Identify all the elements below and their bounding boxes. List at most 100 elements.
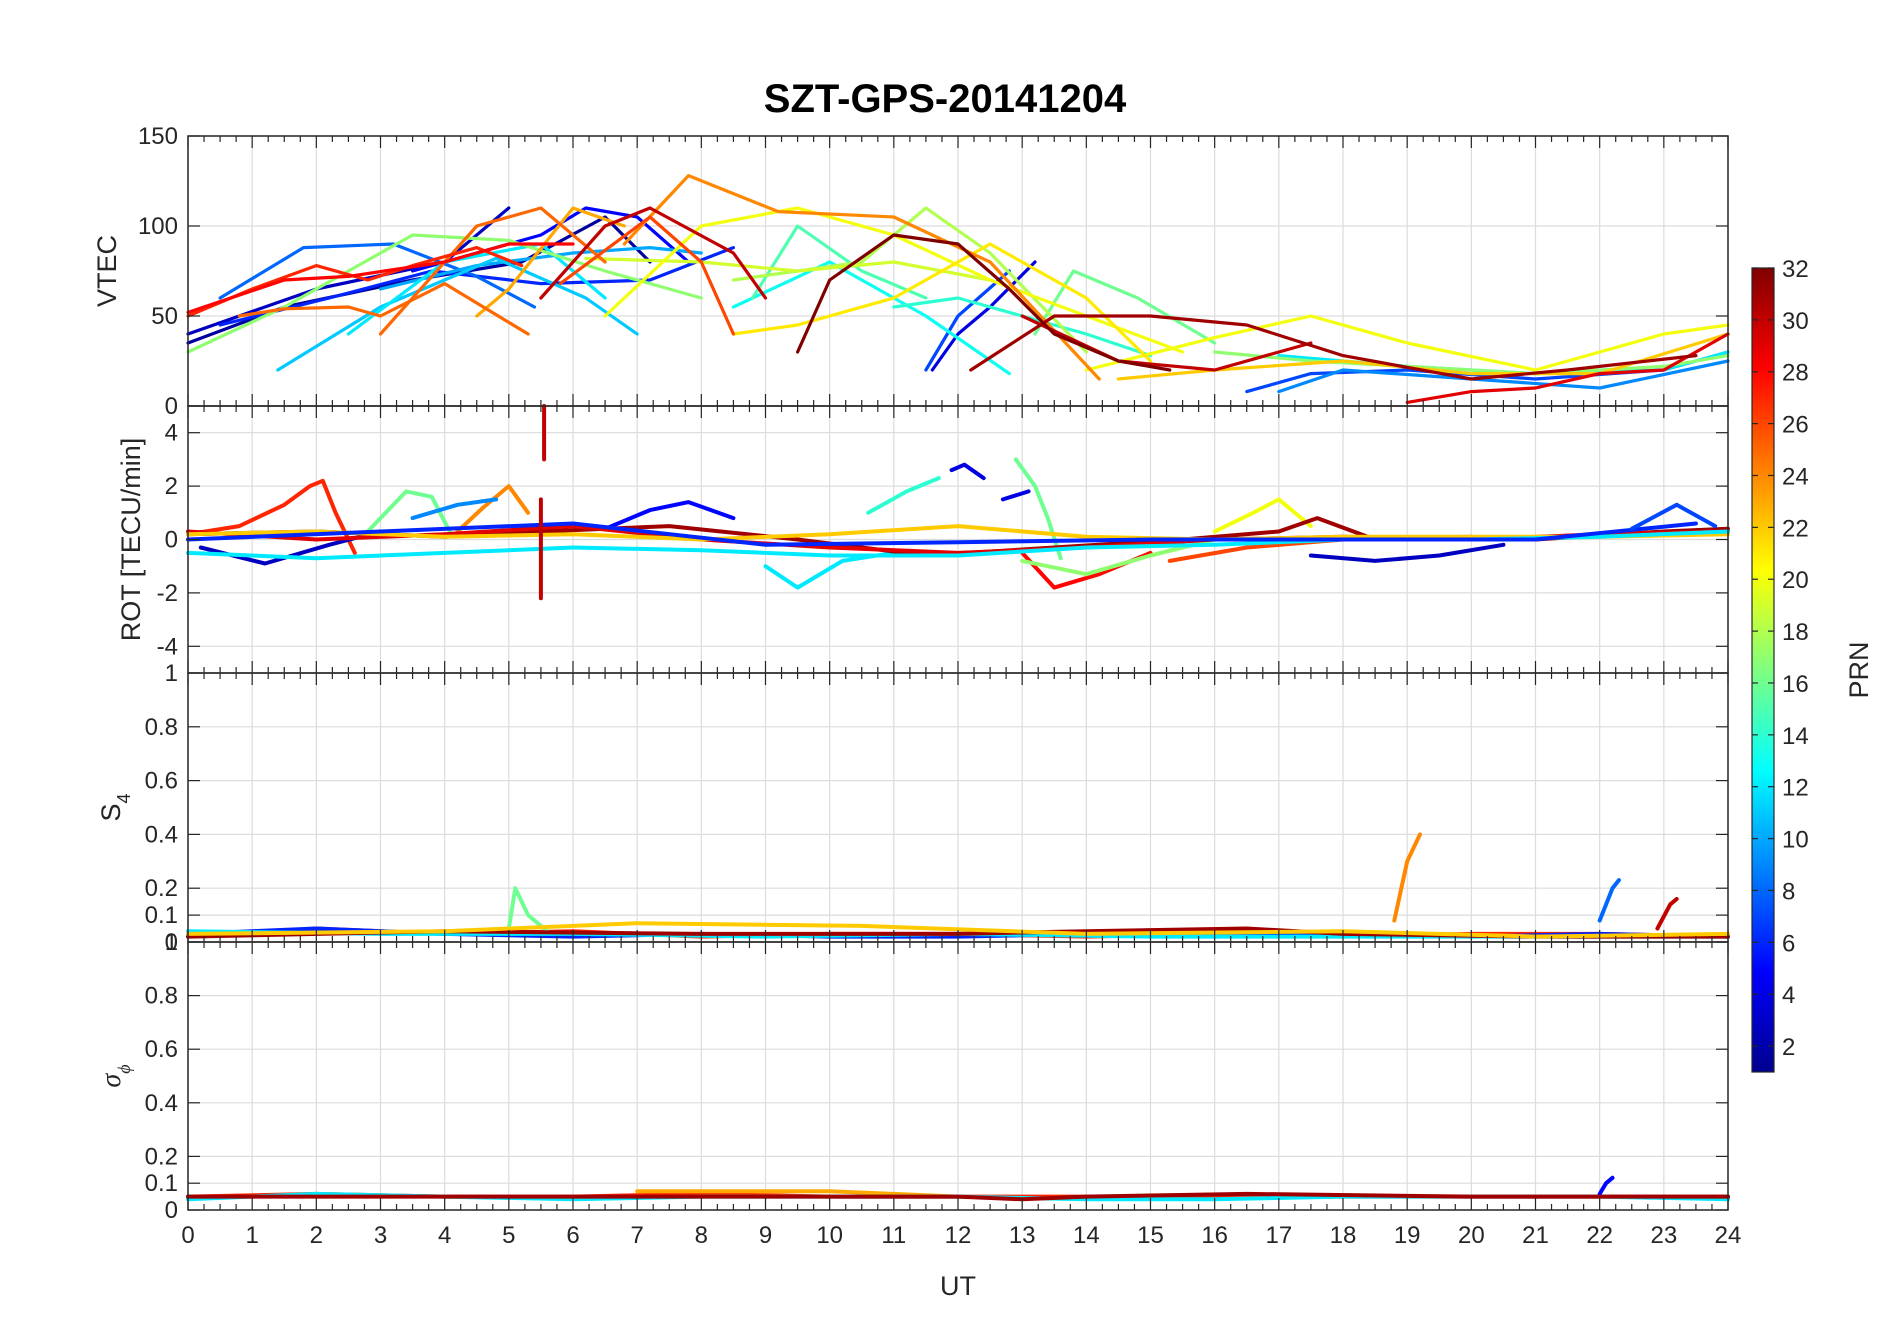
colorbar-tick-label: 22 bbox=[1782, 515, 1809, 542]
colorbar-tick-label: 32 bbox=[1782, 256, 1809, 283]
rot-y-axis-label: ROT [TECU/min] bbox=[116, 438, 146, 642]
vtec-line-prn-15 bbox=[751, 224, 928, 300]
s4-line-prn-24 bbox=[1392, 832, 1422, 923]
colorbar-tick-label: 6 bbox=[1782, 930, 1795, 957]
x-tick-label: 5 bbox=[502, 1222, 515, 1249]
x-tick-label: 13 bbox=[1009, 1222, 1036, 1249]
x-tick-label: 18 bbox=[1330, 1222, 1357, 1249]
rot-y-tick-label: -2 bbox=[157, 580, 178, 607]
vtec-line-prn-23 bbox=[475, 206, 626, 318]
s4-line-prn-16 bbox=[506, 886, 550, 934]
x-tick-label: 0 bbox=[181, 1222, 194, 1249]
vtec-line-prn-30 bbox=[1020, 314, 1313, 372]
s4-y-axis-label-sub: 4 bbox=[114, 793, 134, 803]
vtec-y-tick-label: 150 bbox=[138, 123, 178, 150]
rot-line-prn-14 bbox=[866, 476, 941, 515]
s4-y-tick-label: 1 bbox=[165, 660, 178, 687]
sigma-ticks bbox=[187, 941, 1729, 1211]
vtec-line-prn-21 bbox=[731, 242, 1153, 363]
panel-rot: -4 -2 0 2 4 ROT [TECU/min] bbox=[116, 404, 1730, 674]
vtec-y-tick-label: 100 bbox=[138, 213, 178, 240]
x-axis-label: UT bbox=[940, 1271, 976, 1301]
sigma-y-tick-label: 1 bbox=[165, 929, 178, 956]
x-tick-label: 2 bbox=[310, 1222, 323, 1249]
vtec-line-prn-26 bbox=[558, 215, 736, 336]
rot-line-prn-5 bbox=[603, 500, 736, 531]
x-tick-label: 21 bbox=[1522, 1222, 1549, 1249]
rot-line-prn-24 bbox=[455, 484, 531, 534]
x-tick-label: 3 bbox=[374, 1222, 387, 1249]
vtec-line-prn-13 bbox=[731, 260, 1011, 376]
rot-ticks bbox=[187, 406, 1729, 673]
panel-sigma: 00.10.2 0.4 0.6 0.8 1 σϕ bbox=[96, 929, 1730, 1224]
s4-grid bbox=[187, 672, 1729, 943]
x-tick-label: 20 bbox=[1458, 1222, 1485, 1249]
colorbar-tick-label: 16 bbox=[1782, 671, 1809, 698]
vtec-line-prn-7 bbox=[924, 269, 1011, 372]
rot-line-prn-16 bbox=[1013, 457, 1063, 561]
s4-y-tick-label: 0.6 bbox=[145, 768, 178, 795]
colorbar-tick-label: 2 bbox=[1782, 1034, 1795, 1061]
s4-y-tick-label: 0.4 bbox=[145, 821, 178, 848]
sigma-y-tick-label: 0.1 bbox=[145, 1170, 178, 1197]
sigma-y-axis-label-base: σ bbox=[96, 1073, 127, 1088]
sigma-y-axis-label: σϕ bbox=[96, 1064, 134, 1087]
sigma-y-axis-label-sub: ϕ bbox=[114, 1064, 134, 1073]
colorbar-tick-label: 12 bbox=[1782, 775, 1809, 802]
vtec-y-tick-label: 50 bbox=[151, 303, 178, 330]
rot-line-prn-7 bbox=[1629, 502, 1718, 531]
rot-line-prn-4 bbox=[1000, 489, 1031, 502]
x-tick-label: 1 bbox=[245, 1222, 258, 1249]
rot-line-prn-27 bbox=[186, 478, 357, 555]
sigma-y-tick-label: 0 bbox=[165, 1197, 178, 1224]
colorbar-tick-label: 8 bbox=[1782, 878, 1795, 905]
rot-line-prn-4 bbox=[949, 462, 986, 481]
vtec-line-prn-11 bbox=[276, 256, 639, 372]
x-tick-label: 17 bbox=[1265, 1222, 1292, 1249]
colorbar-tick-label: 24 bbox=[1782, 463, 1809, 490]
vtec-line-prn-29 bbox=[1405, 332, 1730, 404]
x-tick-label: 15 bbox=[1137, 1222, 1164, 1249]
vtec-ticks bbox=[187, 135, 1729, 407]
x-tick-label: 7 bbox=[630, 1222, 643, 1249]
panel-s4: 00.10.2 0.4 0.6 0.8 1 S4 bbox=[96, 660, 1730, 956]
vtec-line-prn-25 bbox=[237, 282, 530, 336]
rot-grid bbox=[187, 406, 1729, 673]
x-tick-label: 10 bbox=[816, 1222, 843, 1249]
x-tick-label: 19 bbox=[1394, 1222, 1421, 1249]
x-tick-labels: 0 1 2 3 4 5 6 7 8 9 10 11 12 13 14 15 16 17 18 19 20 21 22 23 24 bbox=[181, 1222, 1741, 1249]
x-tick-label: 12 bbox=[945, 1222, 972, 1249]
s4-y-tick-label: 0.8 bbox=[145, 714, 178, 741]
panel-vtec: 0 50 100 150 VTEC bbox=[92, 123, 1730, 420]
colorbar-tick-label: 4 bbox=[1782, 982, 1795, 1009]
rot-line-prn-3 bbox=[1308, 542, 1506, 563]
rot-y-tick-label: 0 bbox=[165, 527, 178, 554]
rot-line-prn-17 bbox=[1020, 537, 1217, 577]
rot-line-prn-22 bbox=[186, 524, 1730, 542]
vtec-line-prn-25 bbox=[378, 206, 607, 336]
sigma-y-tick-label: 0.4 bbox=[145, 1090, 178, 1117]
rot-line-prn-16 bbox=[365, 489, 454, 537]
x-tick-label: 16 bbox=[1201, 1222, 1228, 1249]
x-tick-label: 6 bbox=[566, 1222, 579, 1249]
vtec-line-prn-10 bbox=[378, 246, 703, 291]
sigma-y-tick-label: 0.2 bbox=[145, 1143, 178, 1170]
s4-ticks bbox=[187, 672, 1729, 943]
sigma-y-tick-label: 0.6 bbox=[145, 1036, 178, 1063]
colorbar-tick-label: 10 bbox=[1782, 827, 1809, 854]
vtec-y-tick-label: 0 bbox=[165, 393, 178, 420]
colorbar-label: PRN bbox=[1844, 641, 1874, 698]
sigma-line-prn-5 bbox=[1597, 1175, 1615, 1196]
chart-title: SZT-GPS-20141204 bbox=[764, 77, 1127, 121]
x-tick-label: 14 bbox=[1073, 1222, 1100, 1249]
vtec-line-prn-31 bbox=[969, 314, 1698, 381]
vtec-line-prn-24 bbox=[622, 174, 1101, 381]
s4-line-prn-30 bbox=[1655, 897, 1679, 931]
s4-line-prn-22 bbox=[186, 921, 1730, 939]
s4-y-axis-label: S4 bbox=[96, 793, 134, 821]
sigma-y-tick-label: 0.8 bbox=[145, 983, 178, 1010]
vtec-line-prn-17 bbox=[186, 233, 703, 354]
colorbar-tick-label: 28 bbox=[1782, 360, 1809, 387]
